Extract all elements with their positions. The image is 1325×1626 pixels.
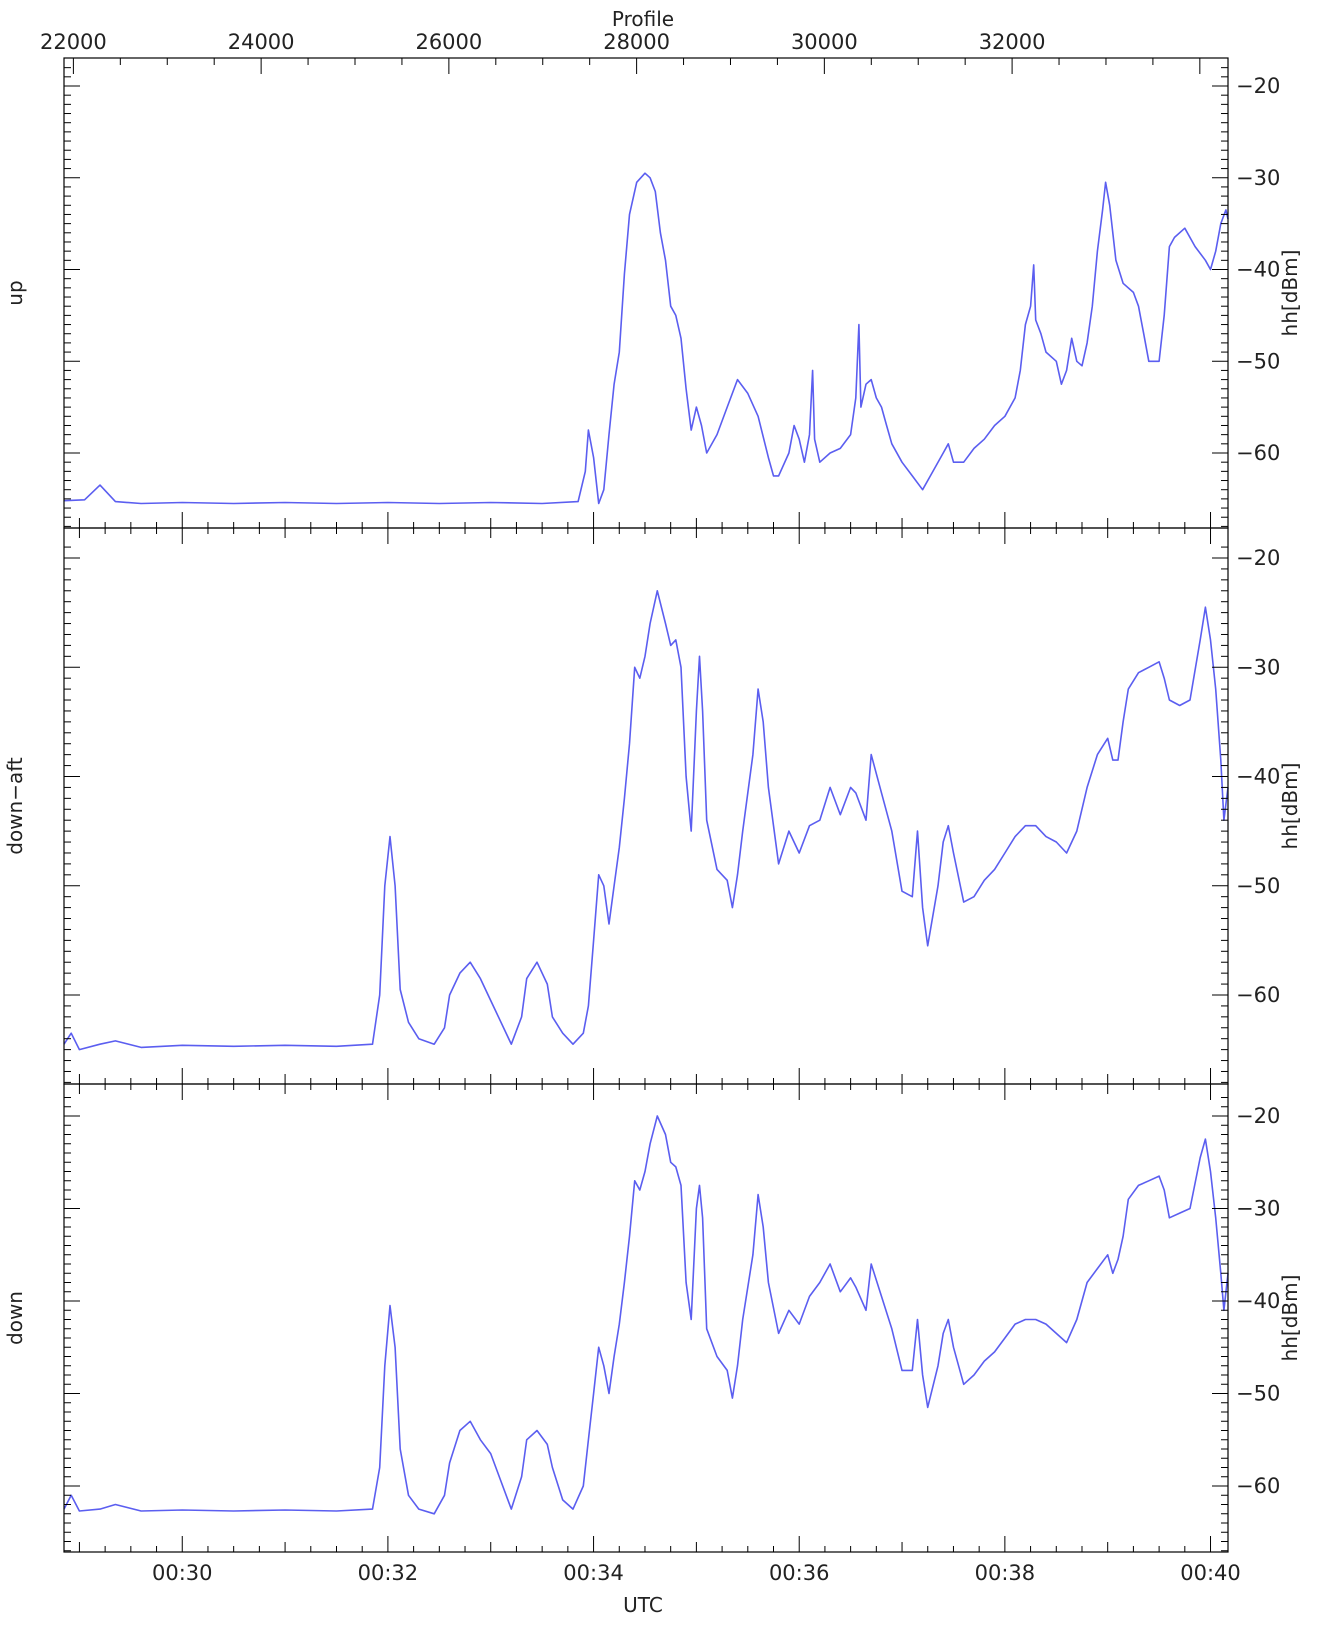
y-tick-label: −30 (1236, 1197, 1280, 1221)
profile-tick-label: 28000 (603, 30, 670, 54)
utc-tick-label: 00:34 (563, 1561, 624, 1585)
y-tick-label: −40 (1236, 1289, 1280, 1313)
panel-frame-up (63, 57, 1229, 529)
y-tick-label: −20 (1236, 74, 1280, 98)
y-tick-label: −20 (1236, 1104, 1280, 1128)
panel-down: −20 −30 −40 −50 −60 down hh[dBm] (3, 1083, 1302, 1553)
panels: −20 −30 −40 −50 −60 up hh[dBm] −20 −30 −40 −50 −60 d… (3, 30, 1302, 1585)
profile-tick-label: 26000 (415, 30, 482, 54)
utc-axis: 00:30 00:32 00:34 00:36 00:38 00:40 (152, 1561, 1241, 1585)
utc-tick-label: 00:40 (1180, 1561, 1241, 1585)
y-tick-label: −30 (1236, 655, 1280, 679)
top-axis-title: Profile (612, 7, 674, 31)
bottom-axis-title: UTC (623, 1593, 663, 1617)
profile-axis: 22000 24000 26000 28000 30000 32000 (40, 30, 1201, 74)
series-line-up (63, 172, 1229, 505)
y-tick-label: −60 (1236, 983, 1280, 1007)
panel-ylabel-right: hh[dBm] (1278, 1275, 1302, 1362)
panel-up: −20 −30 −40 −50 −60 up hh[dBm] (3, 57, 1302, 529)
series-line-down-aft (63, 589, 1229, 1051)
y-tick-label: −40 (1236, 258, 1280, 282)
profile-tick-label: 22000 (40, 30, 107, 54)
panel-frame-down (63, 1083, 1229, 1553)
profile-tick-label: 24000 (228, 30, 295, 54)
panel-frame-down-aft (63, 527, 1229, 1085)
profile-tick-label: 30000 (791, 30, 858, 54)
y-tick-label: −50 (1236, 349, 1280, 373)
y-tick-label: −20 (1236, 546, 1280, 570)
utc-tick-label: 00:36 (769, 1561, 830, 1585)
panel-label-down: down (3, 1291, 27, 1345)
y-tick-label: −60 (1236, 441, 1280, 465)
profile-tick-label: 32000 (979, 30, 1046, 54)
utc-tick-label: 00:32 (358, 1561, 419, 1585)
panel-ylabel-right: hh[dBm] (1278, 763, 1302, 850)
utc-tick-label: 00:38 (975, 1561, 1036, 1585)
y-tick-label: −30 (1236, 166, 1280, 190)
panel-ylabel-right: hh[dBm] (1278, 250, 1302, 337)
panel-label-up: up (3, 280, 27, 305)
utc-tick-label: 00:30 (152, 1561, 213, 1585)
series-line-down (63, 1115, 1229, 1515)
y-tick-label: −40 (1236, 765, 1280, 789)
y-tick-label: −50 (1236, 874, 1280, 898)
panel-down-aft: −20 −30 −40 −50 −60 down−aft hh[dBm] (3, 527, 1302, 1085)
y-tick-label: −50 (1236, 1382, 1280, 1406)
y-tick-label: −60 (1236, 1474, 1280, 1498)
panel-label-down-aft: down−aft (3, 757, 27, 855)
